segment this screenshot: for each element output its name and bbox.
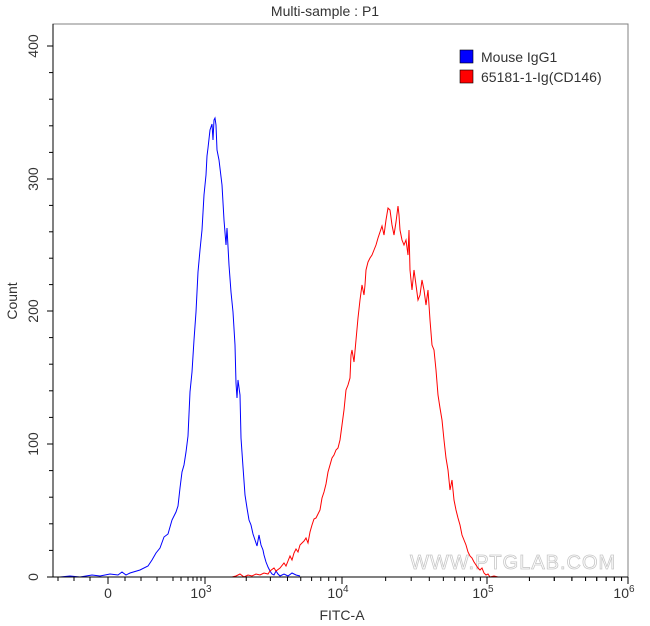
legend-item-cd146: 65181-1-Ig(CD146) bbox=[459, 69, 602, 85]
y-tick-label: 400 bbox=[25, 34, 41, 58]
y-tick-label: 200 bbox=[25, 299, 41, 323]
y-axis-ticks: 0 100 200 300 400 bbox=[25, 34, 53, 581]
legend: Mouse IgG1 65181-1-Ig(CD146) bbox=[459, 49, 602, 85]
legend-swatch-blue-icon bbox=[459, 49, 474, 64]
plot-area bbox=[52, 23, 629, 578]
x-axis-ticks: 0 103 104 105 106 bbox=[57, 577, 635, 601]
x-axis-title: FITC-A bbox=[319, 607, 365, 623]
y-tick-label: 0 bbox=[25, 573, 41, 581]
watermark: WWW.PTGLAB.COM bbox=[410, 552, 616, 574]
series-cd146-curve bbox=[231, 205, 499, 578]
legend-item-mouse-igg1: Mouse IgG1 bbox=[459, 49, 557, 65]
x-tick-label: 0 bbox=[104, 585, 112, 601]
x-tick-label: 104 bbox=[327, 584, 349, 601]
series-mouse-igg1-curve bbox=[59, 116, 301, 578]
y-tick-label: 100 bbox=[25, 432, 41, 456]
legend-label: Mouse IgG1 bbox=[481, 49, 557, 65]
y-tick-label: 300 bbox=[25, 167, 41, 191]
x-tick-label: 106 bbox=[613, 584, 635, 601]
y-axis-title: Count bbox=[4, 282, 20, 319]
chart-title: Multi-sample : P1 bbox=[271, 3, 379, 19]
legend-swatch-red-icon bbox=[459, 69, 474, 84]
legend-label: 65181-1-Ig(CD146) bbox=[481, 69, 602, 85]
x-tick-label: 105 bbox=[472, 584, 494, 601]
x-tick-label: 103 bbox=[190, 584, 212, 601]
